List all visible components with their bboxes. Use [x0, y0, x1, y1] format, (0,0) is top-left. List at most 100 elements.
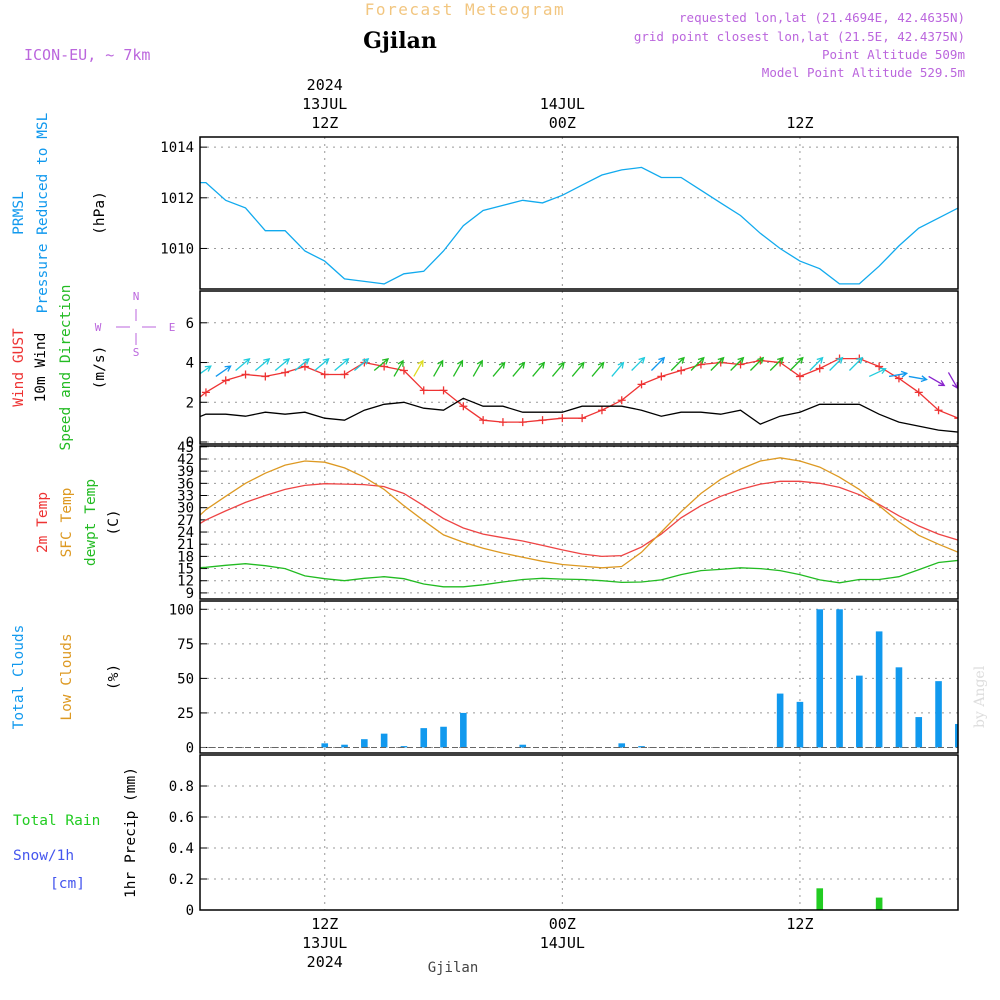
- y-tick-label: 36: [177, 476, 194, 492]
- gust-marker: [143, 402, 151, 410]
- panel-label: Total Rain: [13, 813, 100, 829]
- y-tick-label: 0: [186, 740, 194, 756]
- chart-title: Forecast Meteogram: [365, 0, 565, 19]
- y-tick-label: 9: [186, 586, 194, 602]
- panel-label: 10m Wind: [33, 333, 49, 403]
- wind-arrow: [710, 356, 725, 371]
- gust-marker: [538, 416, 547, 425]
- wind-arrow: [200, 365, 212, 375]
- y-tick-label: 75: [177, 637, 194, 653]
- y-tick-label: 21: [177, 537, 194, 553]
- y-tick-label: 50: [177, 671, 194, 687]
- panel-frame: [199, 290, 959, 445]
- panel-frame: [199, 754, 959, 911]
- gust-marker: [103, 408, 111, 416]
- bar: [321, 743, 329, 748]
- panel-label: (hPa): [92, 191, 108, 235]
- y-tick-label: 2: [186, 395, 194, 411]
- panels: 1010 1012 1014 PRMSL Pressure Reduced to MSL…: [11, 112, 959, 919]
- y-tick-label: 27: [177, 513, 194, 529]
- gust-marker: [696, 360, 705, 369]
- wind-arrow: [532, 361, 546, 377]
- gust-marker: [617, 396, 626, 405]
- wind-arrow: [868, 367, 887, 378]
- bar: [440, 726, 447, 748]
- model-altitude: Model Point Altitude 529.5m: [762, 65, 965, 80]
- wind-arrow: [452, 359, 464, 377]
- y-tick-label: 12: [177, 574, 194, 590]
- data-layer: [200, 457, 958, 588]
- bar: [618, 743, 626, 748]
- wind-arrow: [947, 372, 958, 390]
- panel-label: Total Clouds: [11, 625, 27, 730]
- series-line: [200, 559, 958, 588]
- gust-marker: [300, 362, 309, 371]
- wind-arrow: [354, 358, 370, 371]
- y-tick-label: 0: [186, 435, 194, 451]
- wind-arrow: [888, 370, 909, 378]
- wind-arrow: [690, 356, 705, 371]
- y-tick-label: 33: [177, 489, 194, 505]
- wind-arrow: [769, 356, 784, 371]
- model-name: ICON-EU, ~ 7km: [24, 46, 150, 64]
- gust-marker: [558, 414, 567, 423]
- y-tick-label: 39: [177, 464, 194, 480]
- data-layer: [83, 354, 958, 433]
- wind-arrow: [235, 358, 251, 371]
- footer-location: Gjilan: [428, 960, 479, 976]
- wind-arrow: [512, 361, 526, 377]
- wind-arrow: [650, 356, 666, 371]
- gust-marker: [795, 372, 804, 381]
- bar: [638, 746, 645, 748]
- y-tick-label: 1012: [160, 191, 194, 207]
- y-tick-label: 100: [169, 602, 194, 618]
- wind-arrow: [551, 361, 565, 377]
- gust-marker: [83, 416, 91, 424]
- wind-arrow: [631, 356, 646, 371]
- gust-marker: [221, 376, 230, 385]
- gust-marker: [954, 414, 958, 423]
- gust-marker: [637, 380, 646, 389]
- wind-arrow: [314, 358, 330, 371]
- bottom-time-label: 13JUL: [302, 934, 347, 952]
- gust-marker: [677, 366, 686, 375]
- gust-marker: [399, 366, 408, 375]
- bar: [776, 693, 784, 748]
- gust-marker: [597, 406, 606, 415]
- panel-label: dewpt Temp: [83, 479, 99, 566]
- wind-arrow: [215, 365, 232, 377]
- wind-arrow: [908, 375, 928, 383]
- gust-marker: [419, 386, 428, 395]
- panel-label: Speed and Direction: [58, 285, 74, 451]
- bottom-time-label: 14JUL: [540, 934, 585, 952]
- panel-label: Snow/1h: [13, 848, 74, 864]
- bar: [400, 746, 408, 748]
- wind-arrow: [334, 358, 350, 371]
- panel-label: PRMSL: [11, 191, 27, 235]
- panel-label: SFC Temp: [59, 488, 75, 558]
- gust-marker: [261, 372, 270, 381]
- top-time-label: 13JUL: [302, 95, 347, 113]
- gust-marker: [439, 386, 448, 395]
- bar: [955, 723, 958, 748]
- y-tick-label: 18: [177, 549, 194, 565]
- y-tick-label: 30: [177, 501, 194, 517]
- gust-marker: [875, 362, 884, 371]
- wind-arrow: [670, 356, 685, 371]
- wind-arrow: [255, 358, 271, 371]
- top-time-label: 12Z: [311, 114, 338, 132]
- wind-arrow: [413, 359, 424, 377]
- series-line: [200, 166, 958, 285]
- panel-label: [cm]: [50, 876, 85, 892]
- gust-marker: [894, 374, 903, 383]
- bottom-time-label: 00Z: [549, 915, 576, 933]
- gust-marker: [479, 416, 488, 425]
- gust-marker: [459, 402, 468, 411]
- panel-frame: [199, 600, 959, 754]
- panel-label: (C): [106, 509, 122, 535]
- bar: [380, 733, 388, 748]
- wind-arrow: [749, 356, 765, 371]
- bar: [895, 667, 903, 748]
- header: Forecast Meteogram Gjilan ICON-EU, ~ 7km…: [24, 0, 965, 80]
- bar: [519, 744, 527, 748]
